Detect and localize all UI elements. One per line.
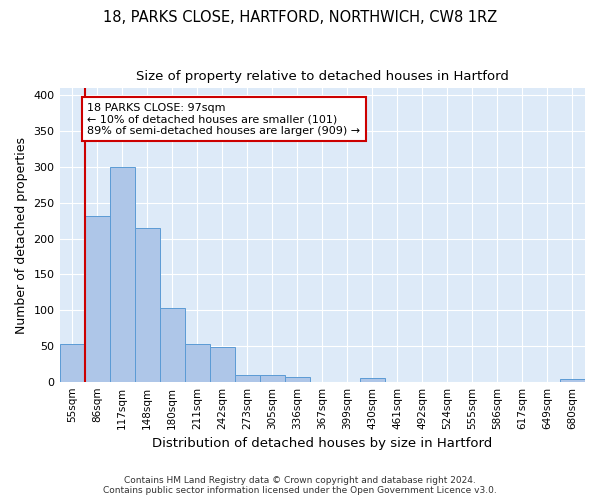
Bar (209, 346, 235, 382)
Bar (110, 167, 134, 382)
Y-axis label: Number of detached properties: Number of detached properties (15, 136, 28, 334)
Bar (235, 374, 260, 382)
Bar (134, 228, 160, 382)
Bar (285, 378, 310, 382)
Bar (85, 216, 110, 382)
Bar (59, 344, 85, 382)
Text: 18 PARKS CLOSE: 97sqm
← 10% of detached houses are smaller (101)
89% of semi-det: 18 PARKS CLOSE: 97sqm ← 10% of detached … (87, 102, 360, 136)
Bar (185, 344, 209, 382)
Text: 18, PARKS CLOSE, HARTFORD, NORTHWICH, CW8 1RZ: 18, PARKS CLOSE, HARTFORD, NORTHWICH, CW… (103, 10, 497, 25)
Bar (360, 378, 385, 382)
Bar (160, 308, 185, 382)
Bar (560, 379, 585, 382)
Title: Size of property relative to detached houses in Hartford: Size of property relative to detached ho… (136, 70, 509, 83)
Bar (260, 374, 285, 382)
Text: Contains HM Land Registry data © Crown copyright and database right 2024.
Contai: Contains HM Land Registry data © Crown c… (103, 476, 497, 495)
X-axis label: Distribution of detached houses by size in Hartford: Distribution of detached houses by size … (152, 437, 493, 450)
